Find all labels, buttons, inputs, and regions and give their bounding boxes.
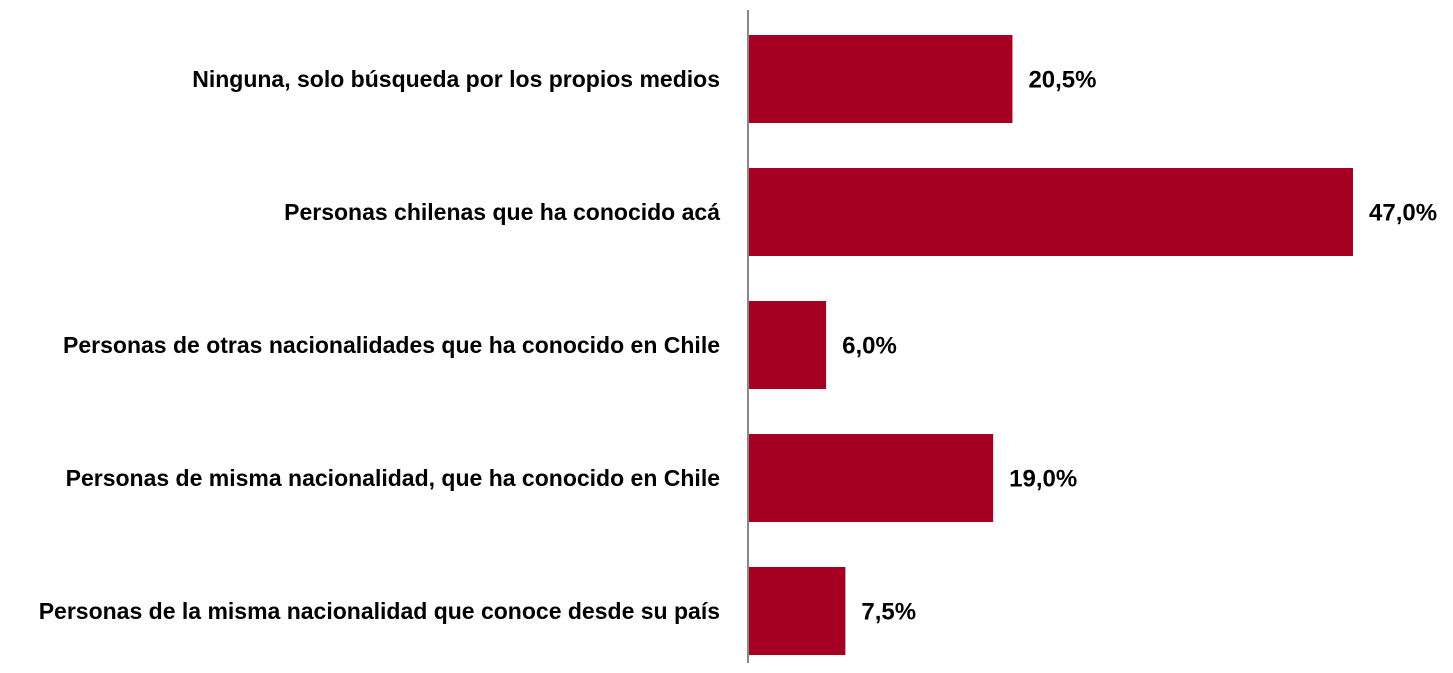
bar	[749, 434, 994, 522]
category-label: Personas de misma nacionalidad, que ha c…	[65, 465, 720, 491]
value-label: 19,0%	[1009, 465, 1077, 492]
category-label: Personas chilenas que ha conocido acá	[284, 199, 720, 225]
category-label: Personas de otras nacionalidades que ha …	[63, 332, 720, 358]
value-label: 7,5%	[861, 598, 916, 625]
category-label: Ninguna, solo búsqueda por los propios m…	[192, 66, 720, 92]
value-label: 6,0%	[842, 332, 897, 359]
value-label: 20,5%	[1028, 66, 1096, 93]
category-label: Personas de la misma nacionalidad que co…	[38, 598, 720, 624]
value-label: 47,0%	[1369, 199, 1437, 226]
bar	[749, 168, 1353, 256]
bar	[749, 567, 846, 655]
bar	[749, 35, 1013, 123]
bar	[749, 301, 827, 389]
